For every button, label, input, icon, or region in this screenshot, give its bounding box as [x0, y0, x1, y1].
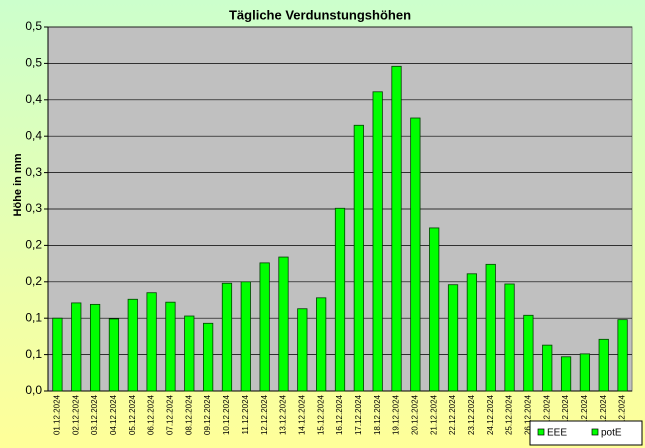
x-tick-label: 01.12.2024: [53, 394, 62, 435]
x-tick-label: 11.12.2024: [241, 394, 250, 434]
y-tick-label: 0,5: [25, 19, 42, 33]
x-tick-label: 29.12.2024: [580, 394, 589, 435]
x-tick-label: 25.12.2024: [505, 394, 514, 435]
bar: [108, 318, 120, 392]
x-tick-label: 19.12.2024: [392, 394, 401, 435]
bar: [203, 322, 214, 392]
x-tick-label: 27.12.2024: [542, 394, 551, 435]
y-tick-label: 0,3: [25, 165, 42, 179]
legend-swatch: [591, 428, 599, 436]
y-tick-label: 0,1: [25, 310, 42, 324]
x-tick-label: 24.12.2024: [486, 394, 495, 435]
x-tick-label: 16.12.2024: [335, 394, 344, 435]
bar: [353, 124, 364, 392]
chart-title: Tägliche Verdunstungshöhen: [229, 7, 411, 22]
x-tick-label: 21.12.2024: [429, 394, 438, 435]
bar: [221, 282, 233, 392]
y-tick-label: 0,0: [25, 383, 42, 397]
x-tick-label: 26.12.2024: [523, 394, 532, 435]
bar: [278, 256, 289, 392]
legend-swatch: [537, 428, 545, 436]
bar: [429, 227, 440, 392]
bar: [485, 263, 496, 392]
x-tick-label: 06.12.2024: [147, 394, 156, 435]
x-tick-label: 12.12.2024: [260, 394, 269, 435]
bar: [146, 292, 157, 392]
bar: [165, 301, 176, 392]
x-tick-label: 17.12.2024: [354, 394, 363, 435]
bar: [259, 262, 270, 392]
bar: [391, 65, 402, 392]
bar: [466, 273, 477, 392]
x-tick-label: 02.12.2024: [71, 394, 80, 435]
bar: [372, 91, 383, 392]
bar: [560, 356, 572, 392]
bar: [334, 207, 346, 392]
bar: [89, 303, 101, 392]
x-tick-label: 09.12.2024: [203, 394, 212, 435]
bar: [71, 302, 82, 392]
legend-label: potE: [601, 428, 622, 439]
x-tick-label: 18.12.2024: [373, 394, 382, 435]
y-tick-label: 0,2: [25, 274, 42, 288]
bar: [523, 314, 534, 392]
y-axis-label: Höhe in mm: [12, 153, 24, 216]
bar: [410, 117, 421, 392]
y-tick-label: 0,3: [25, 201, 42, 215]
bar: [504, 283, 515, 392]
x-tick-label: 28.12.2024: [561, 394, 570, 435]
y-tick-label: 0,1: [25, 347, 42, 361]
bar: [598, 338, 609, 392]
bar: [52, 317, 63, 392]
x-tick-label: 14.12.2024: [297, 394, 306, 435]
bar: [184, 315, 195, 392]
x-tick-label: 22.12.2024: [448, 394, 457, 435]
x-tick-label: 13.12.2024: [279, 394, 288, 435]
bar: [316, 297, 327, 392]
x-tick-label: 20.12.2024: [410, 394, 419, 435]
bar: [579, 353, 591, 392]
x-tick-label: 15.12.2024: [316, 394, 325, 435]
y-tick-label: 0,4: [25, 128, 42, 142]
bar: [617, 319, 628, 392]
x-tick-label: 05.12.2024: [128, 394, 137, 435]
bar: [447, 284, 459, 392]
x-tick-label: 31.12.2024: [618, 394, 627, 435]
y-tick-label: 0,5: [25, 56, 42, 70]
bar: [127, 298, 138, 392]
x-tick-label: 07.12.2024: [166, 394, 175, 435]
bar: [297, 308, 308, 392]
legend: EEE potE: [529, 420, 643, 446]
legend-box: [529, 420, 643, 446]
x-tick-label: 04.12.2024: [109, 394, 118, 435]
y-tick-label: 0,2: [25, 238, 42, 252]
y-tick-label: 0,4: [25, 92, 42, 106]
x-tick-label: 23.12.2024: [467, 394, 476, 435]
bar: [240, 281, 251, 392]
bar: [542, 344, 553, 392]
legend-label: EEE: [547, 428, 567, 439]
x-tick-label: 10.12.2024: [222, 394, 231, 435]
x-tick-label: 08.12.2024: [184, 394, 193, 435]
x-tick-label: 30.12.2024: [599, 394, 608, 435]
x-tick-label: 03.12.2024: [90, 394, 99, 435]
